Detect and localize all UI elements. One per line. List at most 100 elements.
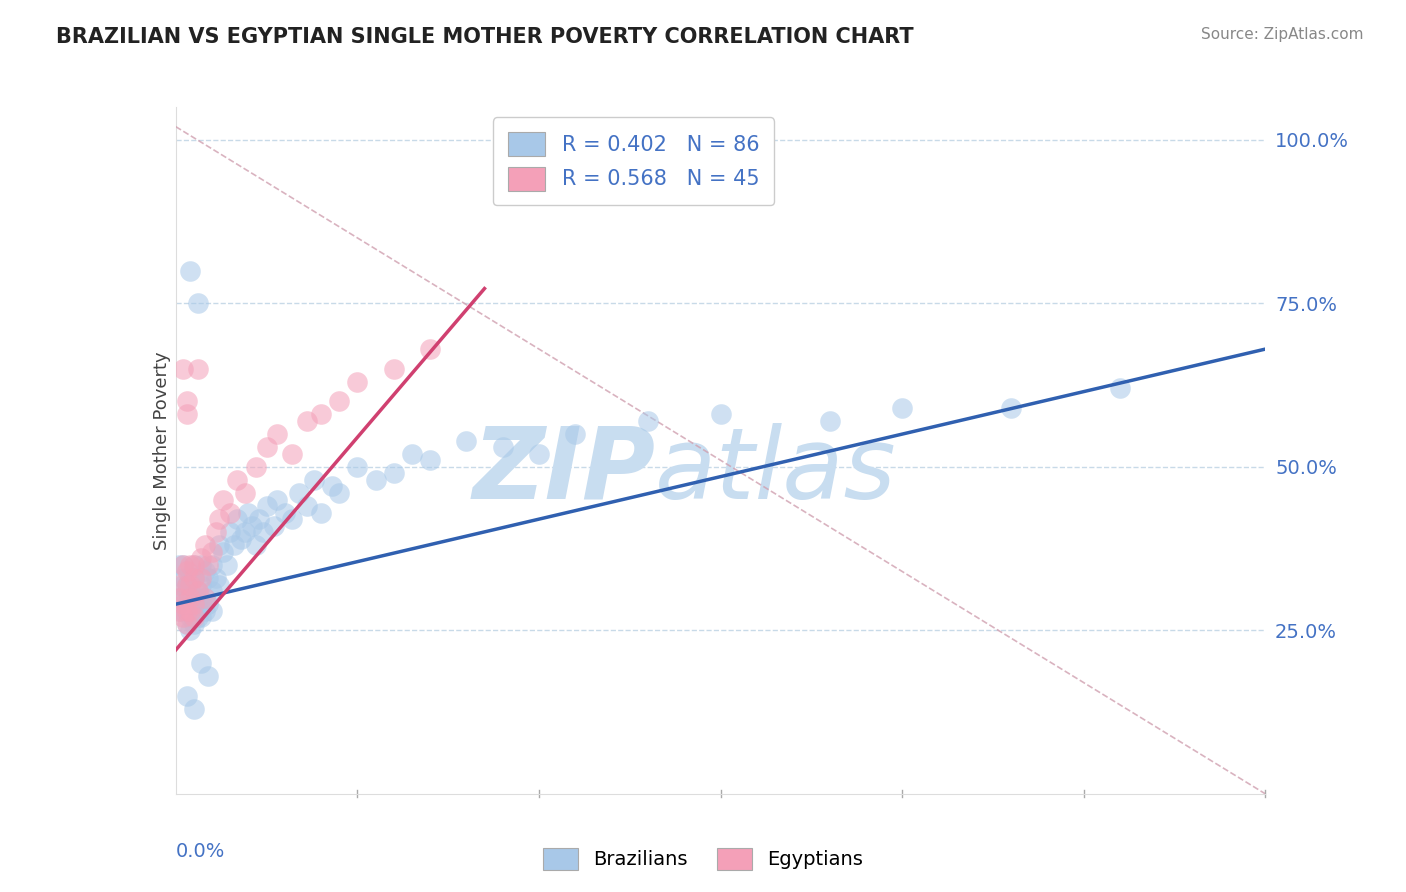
Point <box>321 479 343 493</box>
Point <box>281 512 304 526</box>
Point <box>309 408 332 422</box>
Point <box>194 565 217 579</box>
Point <box>186 610 209 624</box>
Point <box>245 538 267 552</box>
Point <box>176 577 198 591</box>
Point <box>226 473 249 487</box>
Point <box>212 545 235 559</box>
Point <box>169 604 191 618</box>
Point <box>231 532 253 546</box>
Point <box>295 414 318 428</box>
Point <box>183 616 205 631</box>
Point <box>266 492 288 507</box>
Point <box>194 604 217 618</box>
Point <box>263 518 285 533</box>
Point <box>204 571 226 585</box>
Point <box>179 604 201 618</box>
Point <box>179 263 201 277</box>
Point <box>194 591 217 605</box>
Point <box>456 434 478 448</box>
Point <box>328 394 350 409</box>
Point <box>492 440 515 454</box>
Point <box>197 558 219 572</box>
Point <box>183 558 205 572</box>
Point <box>169 558 191 572</box>
Text: ZIP: ZIP <box>472 423 655 519</box>
Point <box>201 584 224 599</box>
Point <box>190 551 212 566</box>
Point <box>172 558 194 572</box>
Text: atlas: atlas <box>655 423 897 519</box>
Point <box>172 610 194 624</box>
Point <box>172 604 194 618</box>
Point <box>190 610 212 624</box>
Point <box>401 447 423 461</box>
Point <box>419 453 441 467</box>
Point <box>527 447 550 461</box>
Point <box>169 604 191 618</box>
Point <box>201 545 224 559</box>
Point <box>637 414 659 428</box>
Point <box>172 577 194 591</box>
Point <box>179 558 201 572</box>
Point <box>179 610 201 624</box>
Point <box>197 669 219 683</box>
Point <box>219 506 242 520</box>
Point <box>201 604 224 618</box>
Point <box>364 473 387 487</box>
Point <box>176 689 198 703</box>
Point <box>183 597 205 611</box>
Point <box>226 512 249 526</box>
Point <box>186 584 209 599</box>
Point <box>176 565 198 579</box>
Point <box>564 427 586 442</box>
Point <box>176 584 198 599</box>
Point <box>183 610 205 624</box>
Point <box>190 558 212 572</box>
Point <box>186 591 209 605</box>
Legend: R = 0.402   N = 86, R = 0.568   N = 45: R = 0.402 N = 86, R = 0.568 N = 45 <box>494 118 773 205</box>
Point <box>233 525 256 540</box>
Point <box>183 558 205 572</box>
Point <box>190 577 212 591</box>
Point <box>346 375 368 389</box>
Point <box>891 401 914 415</box>
Point <box>179 577 201 591</box>
Point <box>201 558 224 572</box>
Point <box>281 447 304 461</box>
Point <box>256 499 278 513</box>
Point <box>179 591 201 605</box>
Point <box>176 394 198 409</box>
Point <box>222 538 245 552</box>
Point <box>1000 401 1022 415</box>
Point <box>183 571 205 585</box>
Point <box>183 591 205 605</box>
Point <box>190 656 212 670</box>
Point <box>382 467 405 481</box>
Point <box>252 525 274 540</box>
Point <box>169 577 191 591</box>
Point <box>346 459 368 474</box>
Point <box>240 518 263 533</box>
Point <box>190 597 212 611</box>
Point <box>302 473 325 487</box>
Point <box>1109 381 1132 395</box>
Point <box>245 459 267 474</box>
Point <box>172 361 194 376</box>
Point <box>176 604 198 618</box>
Point <box>818 414 841 428</box>
Point <box>172 591 194 605</box>
Point <box>172 597 194 611</box>
Point <box>179 604 201 618</box>
Point <box>190 571 212 585</box>
Point <box>176 408 198 422</box>
Point <box>172 558 194 572</box>
Point <box>197 571 219 585</box>
Point <box>382 361 405 376</box>
Point <box>179 624 201 638</box>
Text: BRAZILIAN VS EGYPTIAN SINGLE MOTHER POVERTY CORRELATION CHART: BRAZILIAN VS EGYPTIAN SINGLE MOTHER POVE… <box>56 27 914 46</box>
Point <box>194 538 217 552</box>
Point <box>208 577 231 591</box>
Point <box>176 616 198 631</box>
Point <box>256 440 278 454</box>
